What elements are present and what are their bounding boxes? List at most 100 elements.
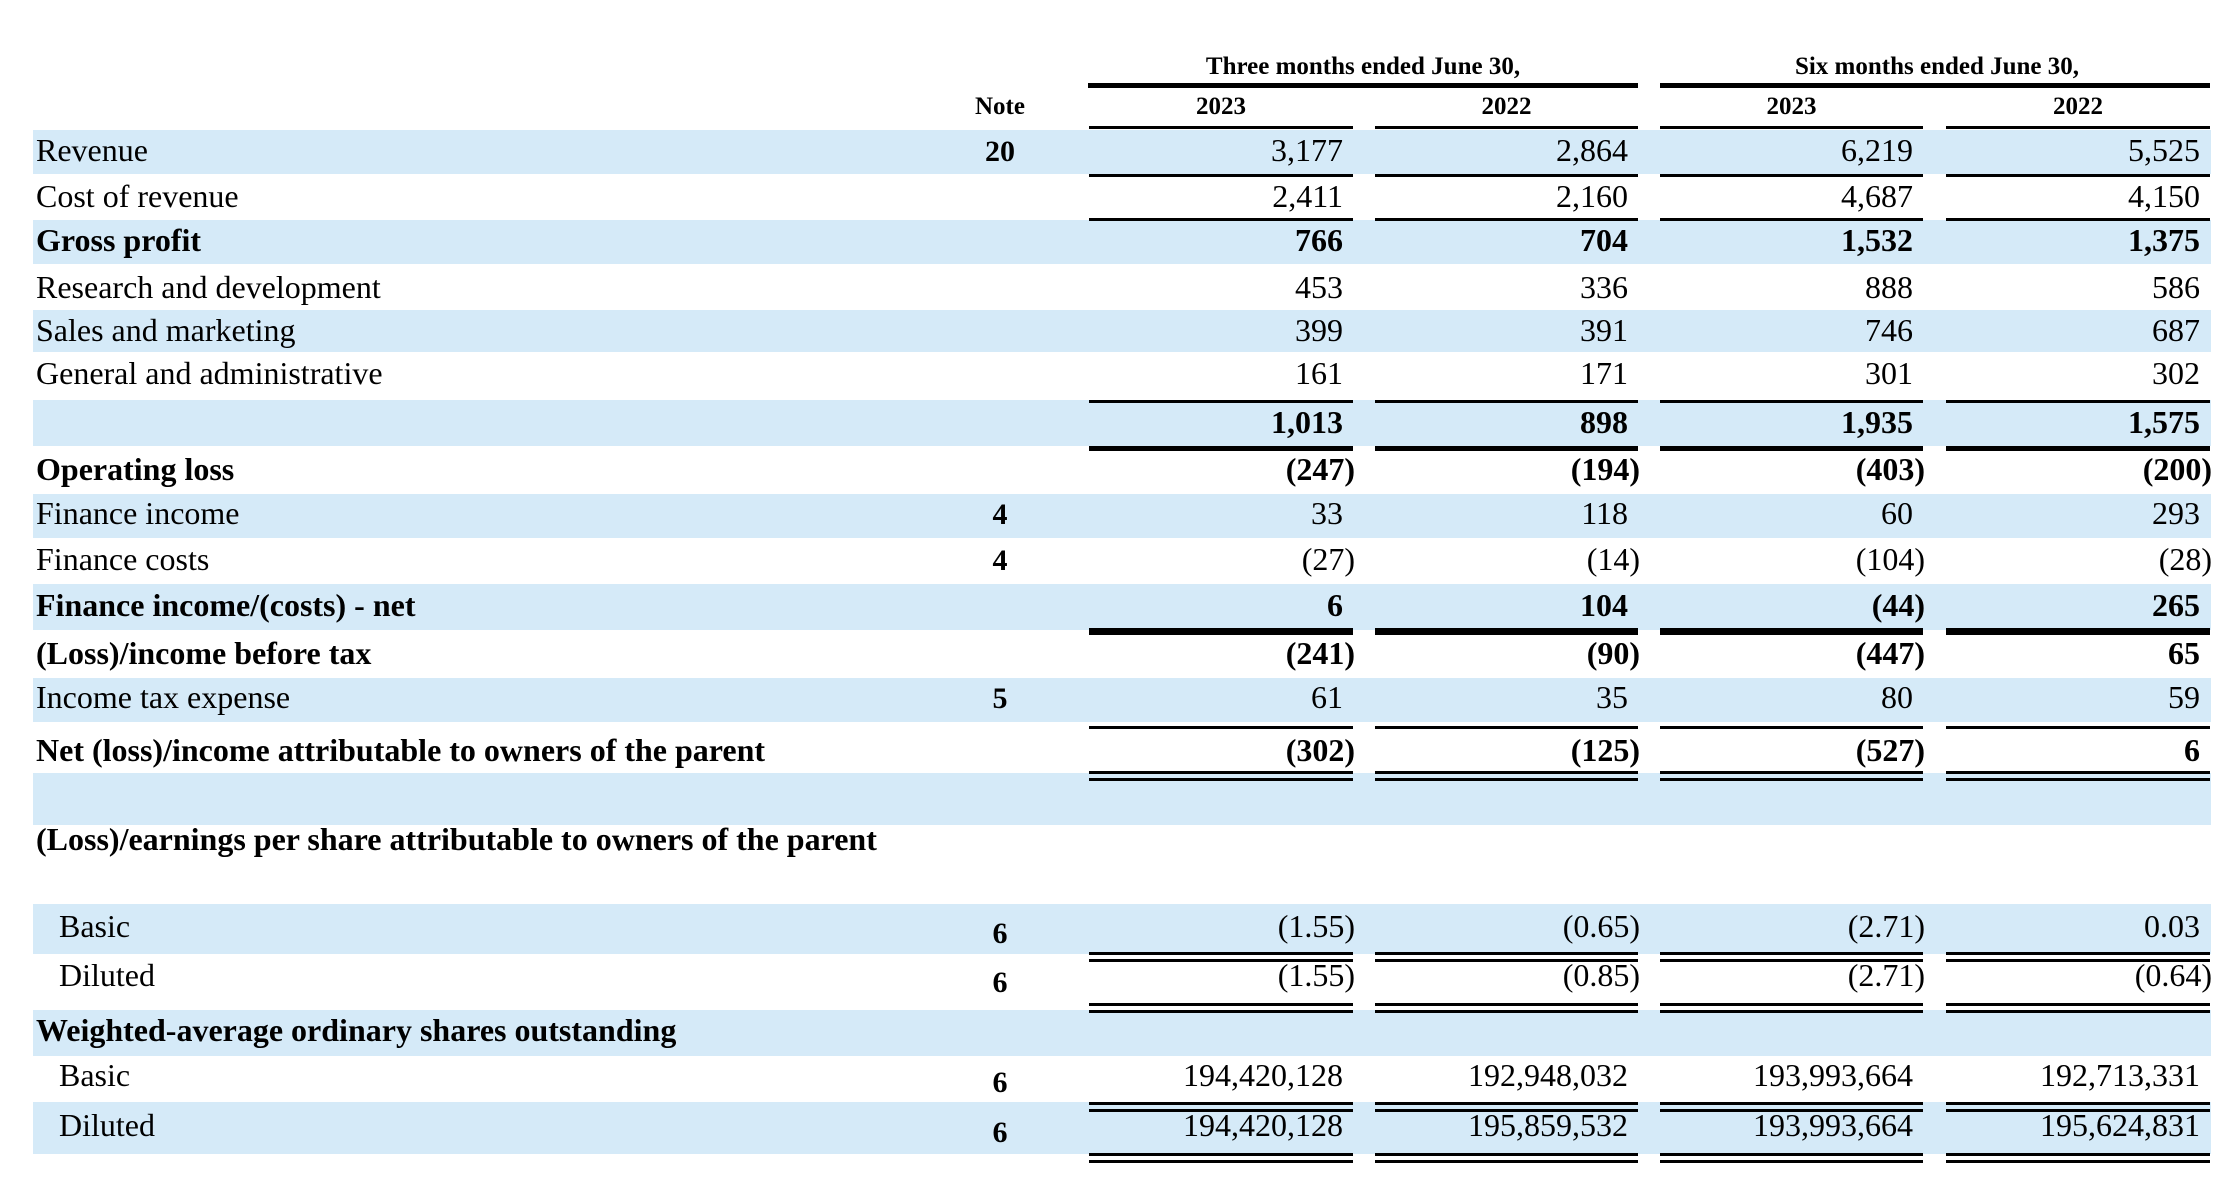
value-cell: 59 <box>2168 679 2200 715</box>
value-cell: (194) <box>1570 451 1640 487</box>
value-cell: (1.55) <box>1277 908 1355 944</box>
value-cell: (44) <box>1871 587 1925 623</box>
row-band <box>33 400 2211 446</box>
header-year-2022-h: 2022 <box>2053 93 2103 120</box>
value-rule <box>1946 726 2210 729</box>
value-cell: 2,160 <box>1556 178 1628 214</box>
value-rule <box>1660 771 1923 774</box>
value-cell: 1,935 <box>1841 404 1913 440</box>
value-rule <box>1375 771 1638 774</box>
value-cell: 898 <box>1580 404 1628 440</box>
header-rule-2023-h <box>1660 126 1923 129</box>
value-cell: (2.71) <box>1847 957 1925 993</box>
value-rule <box>1946 218 2210 221</box>
value-rule <box>1946 630 2210 635</box>
value-rule <box>1946 174 2210 177</box>
header-rule-2022-q <box>1375 126 1638 129</box>
value-rule <box>1089 1010 1353 1013</box>
value-rule <box>1089 400 1353 403</box>
value-cell: (527) <box>1855 732 1925 768</box>
value-rule <box>1375 628 1638 631</box>
value-rule <box>1375 218 1638 221</box>
header-note: Note <box>975 93 1025 120</box>
value-rule <box>1660 630 1923 635</box>
value-rule <box>1375 1102 1638 1105</box>
row-note: 6 <box>992 966 1008 999</box>
row-note: 5 <box>992 682 1008 715</box>
value-rule <box>1375 959 1638 962</box>
value-cell: (241) <box>1285 635 1355 671</box>
header-rule-2023-q <box>1089 126 1353 129</box>
value-cell: 3,177 <box>1271 132 1343 168</box>
value-rule <box>1089 1109 1353 1112</box>
row-label: Revenue <box>36 132 148 168</box>
row-label: Cost of revenue <box>36 178 239 214</box>
value-cell: (2.71) <box>1847 908 1925 944</box>
value-cell: 194,420,128 <box>1183 1107 1343 1143</box>
value-cell: 265 <box>2152 587 2200 623</box>
row-label: Net (loss)/income attributable to owners… <box>36 732 766 768</box>
row-label: Basic <box>59 1057 131 1093</box>
value-rule <box>1660 1102 1923 1105</box>
header-rule-three-months <box>1088 83 1638 88</box>
value-rule <box>1089 1153 1353 1156</box>
value-cell: 1,375 <box>2128 222 2200 258</box>
value-cell: 336 <box>1580 269 1628 305</box>
value-cell: 687 <box>2152 312 2200 348</box>
value-rule <box>1660 218 1923 221</box>
row-label: Research and development <box>36 269 381 305</box>
row-label: Income tax expense <box>36 679 291 715</box>
value-rule <box>1946 1003 2210 1006</box>
value-cell: 746 <box>1865 312 1913 348</box>
value-cell: 6,219 <box>1841 132 1913 168</box>
value-cell: (90) <box>1586 635 1640 671</box>
value-cell: (302) <box>1285 732 1355 768</box>
value-rule <box>1089 630 1353 635</box>
value-rule <box>1375 778 1638 781</box>
header-three-months: Three months ended June 30, <box>1205 53 1521 80</box>
value-rule <box>1089 174 1353 177</box>
value-rule <box>1375 1160 1638 1163</box>
value-cell: 4,687 <box>1841 178 1913 214</box>
value-rule <box>1375 1010 1638 1013</box>
value-rule <box>1089 1102 1353 1105</box>
value-cell: 195,859,532 <box>1468 1107 1628 1143</box>
value-rule <box>1946 1160 2210 1163</box>
value-cell: 1,013 <box>1271 404 1343 440</box>
value-cell: (247) <box>1285 451 1355 487</box>
value-rule <box>1946 1109 2210 1112</box>
value-cell: 192,713,331 <box>2040 1057 2200 1093</box>
value-cell: (125) <box>1570 732 1640 768</box>
value-cell: 0.03 <box>2144 908 2200 944</box>
value-rule <box>1946 446 2210 451</box>
value-rule <box>1946 952 2210 955</box>
row-band <box>33 678 2211 722</box>
row-band <box>33 494 2211 538</box>
value-cell: 453 <box>1295 269 1343 305</box>
value-cell: 293 <box>2152 495 2200 531</box>
row-note: 20 <box>985 135 1015 168</box>
row-label: Finance income/(costs) - net <box>36 587 416 623</box>
value-rule <box>1089 1003 1353 1006</box>
value-cell: 2,864 <box>1556 132 1628 168</box>
value-cell: 61 <box>1311 679 1343 715</box>
row-band <box>33 904 2211 954</box>
value-cell: 118 <box>1581 495 1628 531</box>
value-cell: 192,948,032 <box>1468 1057 1628 1093</box>
row-label: Finance income <box>36 495 240 531</box>
value-rule <box>1089 628 1353 631</box>
row-label: Weighted-average ordinary shares outstan… <box>36 1012 677 1048</box>
row-label: Diluted <box>59 1107 155 1143</box>
value-rule <box>1089 959 1353 962</box>
header-year-2023-q: 2023 <box>1196 93 1246 120</box>
value-rule <box>1946 959 2210 962</box>
value-rule <box>1375 174 1638 177</box>
value-cell: 161 <box>1295 355 1343 391</box>
value-cell: (28) <box>2158 541 2212 577</box>
value-rule <box>1660 1160 1923 1163</box>
value-cell: 399 <box>1295 312 1343 348</box>
row-band <box>33 310 2211 352</box>
row-band <box>33 220 2211 264</box>
header-rule-2022-h <box>1946 126 2210 129</box>
value-rule <box>1660 1003 1923 1006</box>
